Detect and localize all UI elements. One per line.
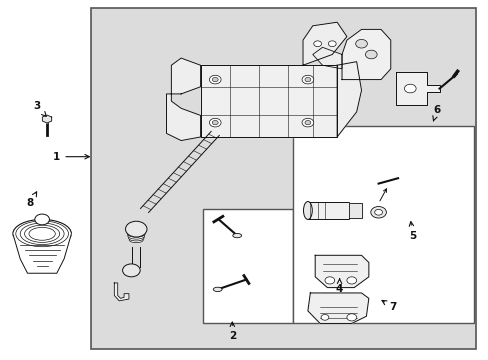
Bar (307, 202, 348, 220)
Circle shape (302, 75, 313, 84)
Ellipse shape (127, 230, 145, 237)
Polygon shape (315, 255, 368, 288)
Circle shape (305, 121, 310, 125)
Circle shape (125, 221, 147, 237)
Ellipse shape (128, 225, 144, 231)
Ellipse shape (127, 226, 144, 233)
Ellipse shape (232, 233, 241, 238)
Polygon shape (13, 234, 71, 273)
Circle shape (365, 50, 376, 59)
Text: 1: 1 (53, 152, 89, 162)
Text: 3: 3 (34, 102, 46, 116)
Circle shape (374, 210, 382, 215)
Circle shape (328, 41, 335, 46)
Circle shape (313, 41, 321, 46)
Circle shape (370, 207, 386, 218)
Polygon shape (341, 30, 390, 80)
Circle shape (35, 214, 49, 225)
Ellipse shape (303, 202, 312, 220)
Circle shape (321, 315, 328, 320)
Polygon shape (166, 58, 200, 140)
Text: 5: 5 (408, 222, 415, 240)
Polygon shape (42, 115, 52, 123)
Bar (203, 209, 293, 323)
Polygon shape (336, 62, 361, 137)
Circle shape (346, 314, 356, 321)
Circle shape (212, 121, 218, 125)
Polygon shape (312, 47, 341, 69)
Circle shape (346, 277, 356, 284)
Polygon shape (303, 22, 346, 65)
Circle shape (355, 40, 366, 48)
Circle shape (209, 118, 221, 127)
Text: 7: 7 (381, 301, 396, 312)
Circle shape (305, 77, 310, 82)
Bar (293, 126, 473, 323)
Polygon shape (307, 293, 368, 323)
Polygon shape (348, 203, 361, 218)
Ellipse shape (128, 235, 144, 241)
Circle shape (302, 118, 313, 127)
Text: 2: 2 (228, 322, 235, 341)
Ellipse shape (213, 287, 222, 292)
Circle shape (212, 77, 218, 82)
Polygon shape (200, 65, 336, 137)
Text: 8: 8 (26, 192, 37, 208)
Ellipse shape (129, 223, 143, 228)
Ellipse shape (13, 220, 71, 248)
Text: 6: 6 (432, 105, 440, 121)
Circle shape (404, 84, 415, 93)
Ellipse shape (129, 237, 143, 243)
Polygon shape (114, 283, 129, 301)
Text: 4: 4 (335, 279, 343, 294)
Circle shape (325, 277, 334, 284)
Bar (91, 8, 475, 348)
Ellipse shape (127, 228, 145, 235)
Polygon shape (395, 72, 439, 105)
Circle shape (122, 264, 140, 277)
Circle shape (209, 75, 221, 84)
Ellipse shape (127, 233, 144, 239)
